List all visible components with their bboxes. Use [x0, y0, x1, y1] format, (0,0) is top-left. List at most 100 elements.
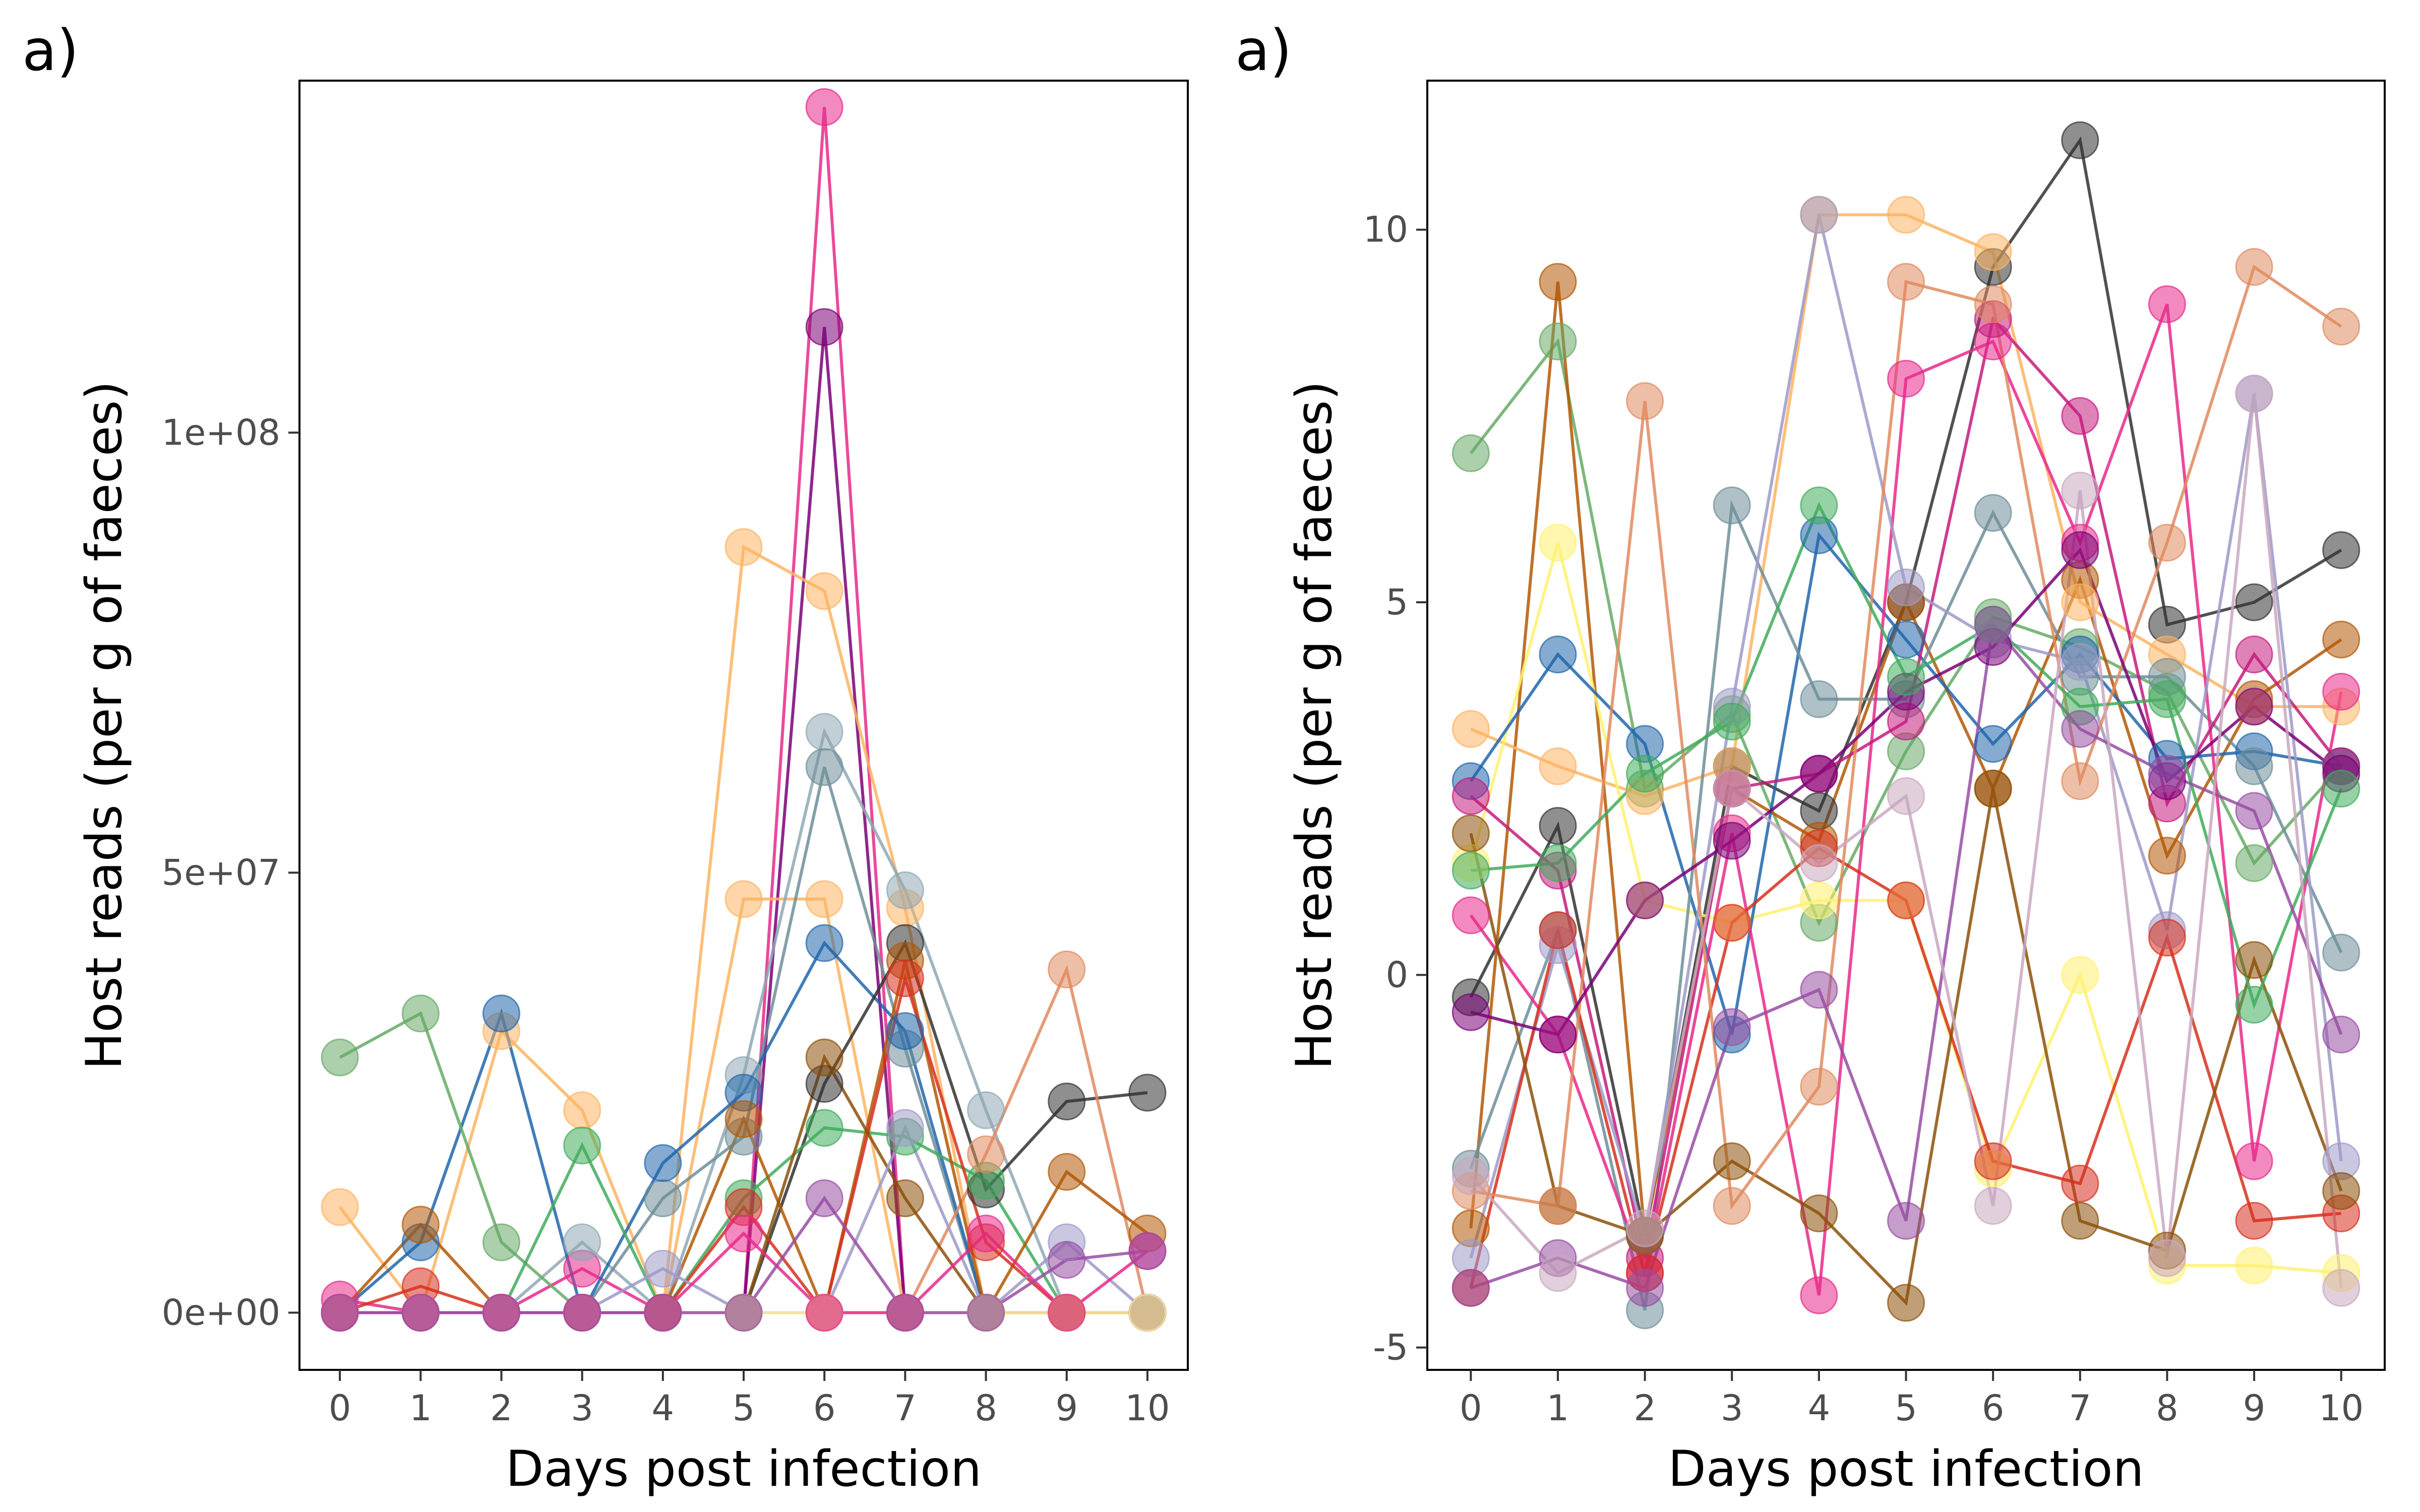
x-tick-label: 6 — [813, 1388, 836, 1429]
data-point — [886, 1294, 924, 1332]
x-tick-label: 3 — [571, 1388, 593, 1429]
data-point — [644, 1144, 682, 1182]
data-point — [2061, 643, 2099, 681]
data-point — [2322, 933, 2361, 972]
data-point — [2322, 620, 2361, 659]
data-point — [805, 1038, 843, 1077]
data-point — [1451, 777, 1490, 815]
data-point — [1713, 1008, 1751, 1046]
data-point — [805, 713, 843, 751]
data-point — [2322, 770, 2361, 808]
data-point — [644, 1249, 682, 1288]
data-point — [1626, 1209, 1664, 1247]
data-point — [2148, 285, 2186, 324]
x-tick-label: 0 — [329, 1388, 351, 1429]
data-point — [1974, 605, 2012, 644]
x-tick-label: 2 — [490, 1388, 513, 1429]
data-point — [2235, 687, 2273, 726]
data-point — [2235, 374, 2273, 413]
data-point — [1451, 1269, 1490, 1307]
data-point — [1974, 770, 2012, 808]
data-point — [2235, 248, 2273, 286]
x-tick-label: 5 — [733, 1388, 755, 1429]
data-point — [967, 1214, 1005, 1252]
data-point — [805, 1179, 843, 1218]
data-point — [2235, 844, 2273, 883]
y-tick-label: 5 — [1385, 582, 1408, 623]
data-point — [563, 1294, 601, 1332]
data-point — [1128, 1074, 1167, 1112]
data-point — [2322, 1269, 2361, 1307]
x-tick-label: 2 — [1634, 1388, 1656, 1429]
data-point — [1539, 524, 1577, 562]
x-tick-label: 1 — [409, 1388, 432, 1429]
data-point — [1974, 494, 2012, 532]
data-point — [1713, 703, 1751, 741]
right-panel-label: a) — [1235, 18, 1292, 84]
data-point — [401, 1206, 440, 1244]
data-point — [1626, 382, 1664, 420]
data-point — [1451, 993, 1490, 1031]
data-point — [2061, 762, 2099, 800]
data-point — [1626, 1269, 1664, 1307]
y-tick-label: 5e+07 — [162, 852, 280, 893]
data-point — [886, 959, 924, 997]
data-point — [1713, 486, 1751, 525]
data-point — [805, 1294, 843, 1332]
x-tick-label: 0 — [1460, 1388, 1482, 1429]
data-point — [1887, 620, 1925, 659]
data-point — [1451, 814, 1490, 852]
data-point — [1451, 1157, 1490, 1195]
data-point — [1626, 754, 1664, 793]
data-point — [2235, 636, 2273, 674]
data-point — [2148, 918, 2186, 957]
data-point — [1048, 1082, 1086, 1120]
data-point — [1974, 233, 2012, 271]
left-chart-panel: a) 0 1 2 3 4 5 6 7 8 9 10 0e+00 5e+07 1e+08 Days post … — [22, 18, 1189, 1498]
data-point — [724, 528, 763, 566]
x-tick-label: 10 — [1125, 1388, 1170, 1429]
data-point — [2322, 1016, 2361, 1054]
data-point — [2061, 471, 2099, 510]
data-point — [1800, 971, 1838, 1009]
data-point — [563, 1091, 601, 1129]
data-point — [2235, 941, 2273, 979]
data-point — [1887, 1202, 1925, 1240]
data-point — [1539, 636, 1577, 674]
data-point — [1974, 1142, 2012, 1180]
data-point — [1048, 1153, 1086, 1191]
y-tick-label: 0e+00 — [162, 1292, 280, 1334]
data-point — [1451, 851, 1490, 890]
data-point — [1539, 1254, 1577, 1292]
y-axis-title: Host reads (per g of faeces) — [76, 381, 133, 1070]
data-point — [805, 88, 843, 126]
data-point — [2322, 672, 2361, 711]
data-point — [2148, 1239, 2186, 1277]
x-tick-label: 4 — [652, 1388, 675, 1429]
data-point — [2235, 1246, 2273, 1285]
data-point — [2235, 583, 2273, 621]
right-chart-panel: a) 0 1 2 3 4 5 6 7 8 9 10 -5 0 5 10 Days post infection… — [1210, 0, 2420, 1512]
data-point — [1539, 323, 1577, 361]
data-point — [1974, 285, 2012, 324]
data-point — [1048, 1294, 1086, 1332]
data-point — [1048, 951, 1086, 989]
data-point — [321, 1038, 359, 1077]
data-point — [2235, 1202, 2273, 1240]
data-point — [2148, 680, 2186, 718]
data-point — [1539, 1187, 1577, 1225]
data-point — [2148, 837, 2186, 875]
data-point — [805, 308, 843, 346]
data-point — [1713, 770, 1751, 808]
y-tick-label: 0 — [1385, 954, 1408, 995]
data-point — [967, 1091, 1005, 1129]
data-point — [805, 572, 843, 610]
x-axis-title: Days post infection — [506, 1440, 982, 1498]
data-point — [1887, 881, 1925, 919]
x-tick-label: 7 — [2069, 1388, 2091, 1429]
data-point — [1800, 1194, 1838, 1232]
data-point — [2061, 121, 2099, 159]
data-point — [1800, 196, 1838, 234]
data-point — [886, 871, 924, 909]
data-point — [2061, 710, 2099, 748]
